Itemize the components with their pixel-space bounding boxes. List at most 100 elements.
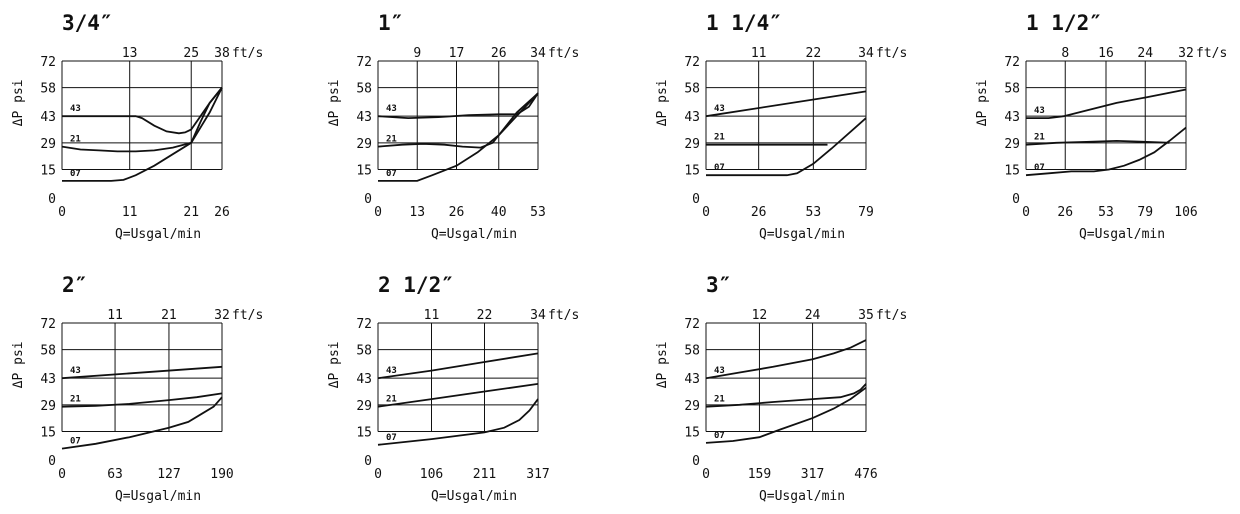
series-line-43 bbox=[62, 87, 223, 135]
top-velocity-tick-label: 13 bbox=[122, 46, 138, 61]
chart-title: 2″ bbox=[62, 273, 87, 297]
top-velocity-tick-label: 16 bbox=[1098, 46, 1114, 61]
x-tick-label: 63 bbox=[107, 467, 123, 482]
x-tick-label: 40 bbox=[491, 205, 507, 220]
x-tick-label: 0 bbox=[374, 205, 382, 220]
series-label: 07 bbox=[70, 169, 81, 179]
x-axis-label: Q=Usgal/min bbox=[759, 227, 845, 242]
series-label: 07 bbox=[714, 163, 725, 173]
series-line-07 bbox=[377, 398, 539, 446]
top-velocity-tick-label: 11 bbox=[107, 308, 123, 323]
series-label: 43 bbox=[70, 366, 81, 376]
y-tick-label: 72 bbox=[684, 55, 700, 70]
series-line-21 bbox=[377, 92, 539, 149]
y-tick-label: 0 bbox=[364, 454, 372, 469]
y-tick-label: 72 bbox=[684, 317, 700, 332]
x-tick-label: 13 bbox=[409, 205, 425, 220]
y-tick-label: 43 bbox=[356, 372, 372, 387]
x-axis-label: Q=Usgal/min bbox=[115, 227, 201, 242]
x-axis-label: Q=Usgal/min bbox=[759, 489, 845, 504]
top-velocity-tick-label: 8 bbox=[1061, 46, 1069, 61]
x-tick-label: 26 bbox=[449, 205, 465, 220]
chart-title: 2 1/2″ bbox=[378, 273, 454, 297]
top-velocity-tick-label: 21 bbox=[161, 308, 177, 323]
chart-panel: 3″ 0 15 29 43 58 72 0 159 317 476 12 24 35 ft/s ΔP psi Q… bbox=[655, 273, 907, 504]
top-velocity-tick-label: 26 bbox=[491, 46, 507, 61]
series-line-21 bbox=[61, 87, 223, 153]
y-tick-label: 15 bbox=[684, 425, 700, 440]
y-tick-label: 43 bbox=[684, 110, 700, 125]
x-tick-label: 26 bbox=[1057, 205, 1073, 220]
top-unit-label: ft/s bbox=[548, 308, 579, 323]
y-tick-label: 43 bbox=[356, 110, 372, 125]
x-axis-label: Q=Usgal/min bbox=[1079, 227, 1165, 242]
x-tick-label: 190 bbox=[210, 467, 233, 482]
x-axis-label: Q=Usgal/min bbox=[431, 489, 517, 504]
y-tick-label: 43 bbox=[40, 372, 56, 387]
y-axis-label: ΔP psi bbox=[11, 341, 26, 388]
series-label: 07 bbox=[386, 433, 397, 443]
y-tick-label: 0 bbox=[1012, 192, 1020, 207]
top-velocity-tick-label: 11 bbox=[751, 46, 767, 61]
top-velocity-tick-label: 24 bbox=[805, 308, 821, 323]
y-tick-label: 72 bbox=[356, 317, 372, 332]
top-velocity-tick-label: 32 bbox=[214, 308, 230, 323]
series-line-21 bbox=[705, 383, 867, 408]
y-tick-label: 43 bbox=[684, 372, 700, 387]
y-tick-label: 58 bbox=[684, 82, 700, 97]
top-velocity-tick-label: 24 bbox=[1137, 46, 1153, 61]
y-tick-label: 29 bbox=[356, 399, 372, 414]
y-tick-label: 43 bbox=[1004, 110, 1020, 125]
x-tick-label: 0 bbox=[702, 205, 710, 220]
y-tick-label: 58 bbox=[1004, 82, 1020, 97]
y-tick-label: 29 bbox=[40, 137, 56, 152]
y-tick-label: 58 bbox=[356, 82, 372, 97]
series-line-07 bbox=[378, 92, 539, 182]
x-tick-label: 11 bbox=[122, 205, 138, 220]
top-velocity-tick-label: 25 bbox=[183, 46, 199, 61]
y-tick-label: 72 bbox=[40, 55, 56, 70]
y-tick-label: 72 bbox=[356, 55, 372, 70]
chart-panel: 3/4″ 0 15 29 43 58 72 0 11 21 26 13 25 38 ft/s ΔP psi Q=… bbox=[11, 11, 263, 242]
y-tick-label: 29 bbox=[40, 399, 56, 414]
top-velocity-tick-label: 11 bbox=[424, 308, 440, 323]
top-velocity-tick-label: 34 bbox=[530, 308, 546, 323]
chart-panel: 1 1/2″ 0 15 29 43 58 72 0 26 53 79 106 8 16 24 32 ft/s ΔP… bbox=[975, 11, 1227, 242]
y-tick-label: 0 bbox=[48, 454, 56, 469]
series-line-21 bbox=[377, 383, 539, 408]
y-tick-label: 29 bbox=[684, 399, 700, 414]
chart-title: 3″ bbox=[706, 273, 731, 297]
series-line-07 bbox=[62, 87, 223, 182]
x-tick-label: 106 bbox=[420, 467, 443, 482]
series-label: 21 bbox=[386, 395, 397, 405]
x-tick-label: 0 bbox=[58, 467, 66, 482]
series-line-21 bbox=[1025, 139, 1170, 146]
series-label: 21 bbox=[714, 133, 725, 143]
series-line-07 bbox=[61, 396, 223, 450]
series-label: 43 bbox=[70, 104, 81, 114]
chart-title: 3/4″ bbox=[62, 11, 113, 35]
top-unit-label: ft/s bbox=[232, 46, 263, 61]
top-unit-label: ft/s bbox=[1196, 46, 1227, 61]
chart-title: 1 1/2″ bbox=[1026, 11, 1102, 35]
y-tick-label: 58 bbox=[40, 344, 56, 359]
top-unit-label: ft/s bbox=[876, 46, 907, 61]
y-tick-label: 58 bbox=[684, 344, 700, 359]
series-label: 21 bbox=[714, 395, 725, 405]
top-velocity-tick-label: 32 bbox=[1178, 46, 1194, 61]
x-tick-label: 476 bbox=[854, 467, 877, 482]
series-label: 21 bbox=[386, 135, 397, 145]
top-velocity-tick-label: 38 bbox=[214, 46, 230, 61]
y-tick-label: 15 bbox=[356, 425, 372, 440]
series-label: 43 bbox=[714, 366, 725, 376]
x-tick-label: 106 bbox=[1174, 205, 1197, 220]
top-velocity-tick-label: 9 bbox=[413, 46, 421, 61]
y-tick-label: 15 bbox=[356, 163, 372, 178]
x-axis-label: Q=Usgal/min bbox=[431, 227, 517, 242]
series-label: 07 bbox=[714, 431, 725, 441]
x-tick-label: 0 bbox=[58, 205, 66, 220]
y-axis-label: ΔP psi bbox=[11, 79, 26, 126]
y-tick-label: 29 bbox=[1004, 137, 1020, 152]
x-tick-label: 21 bbox=[183, 205, 199, 220]
